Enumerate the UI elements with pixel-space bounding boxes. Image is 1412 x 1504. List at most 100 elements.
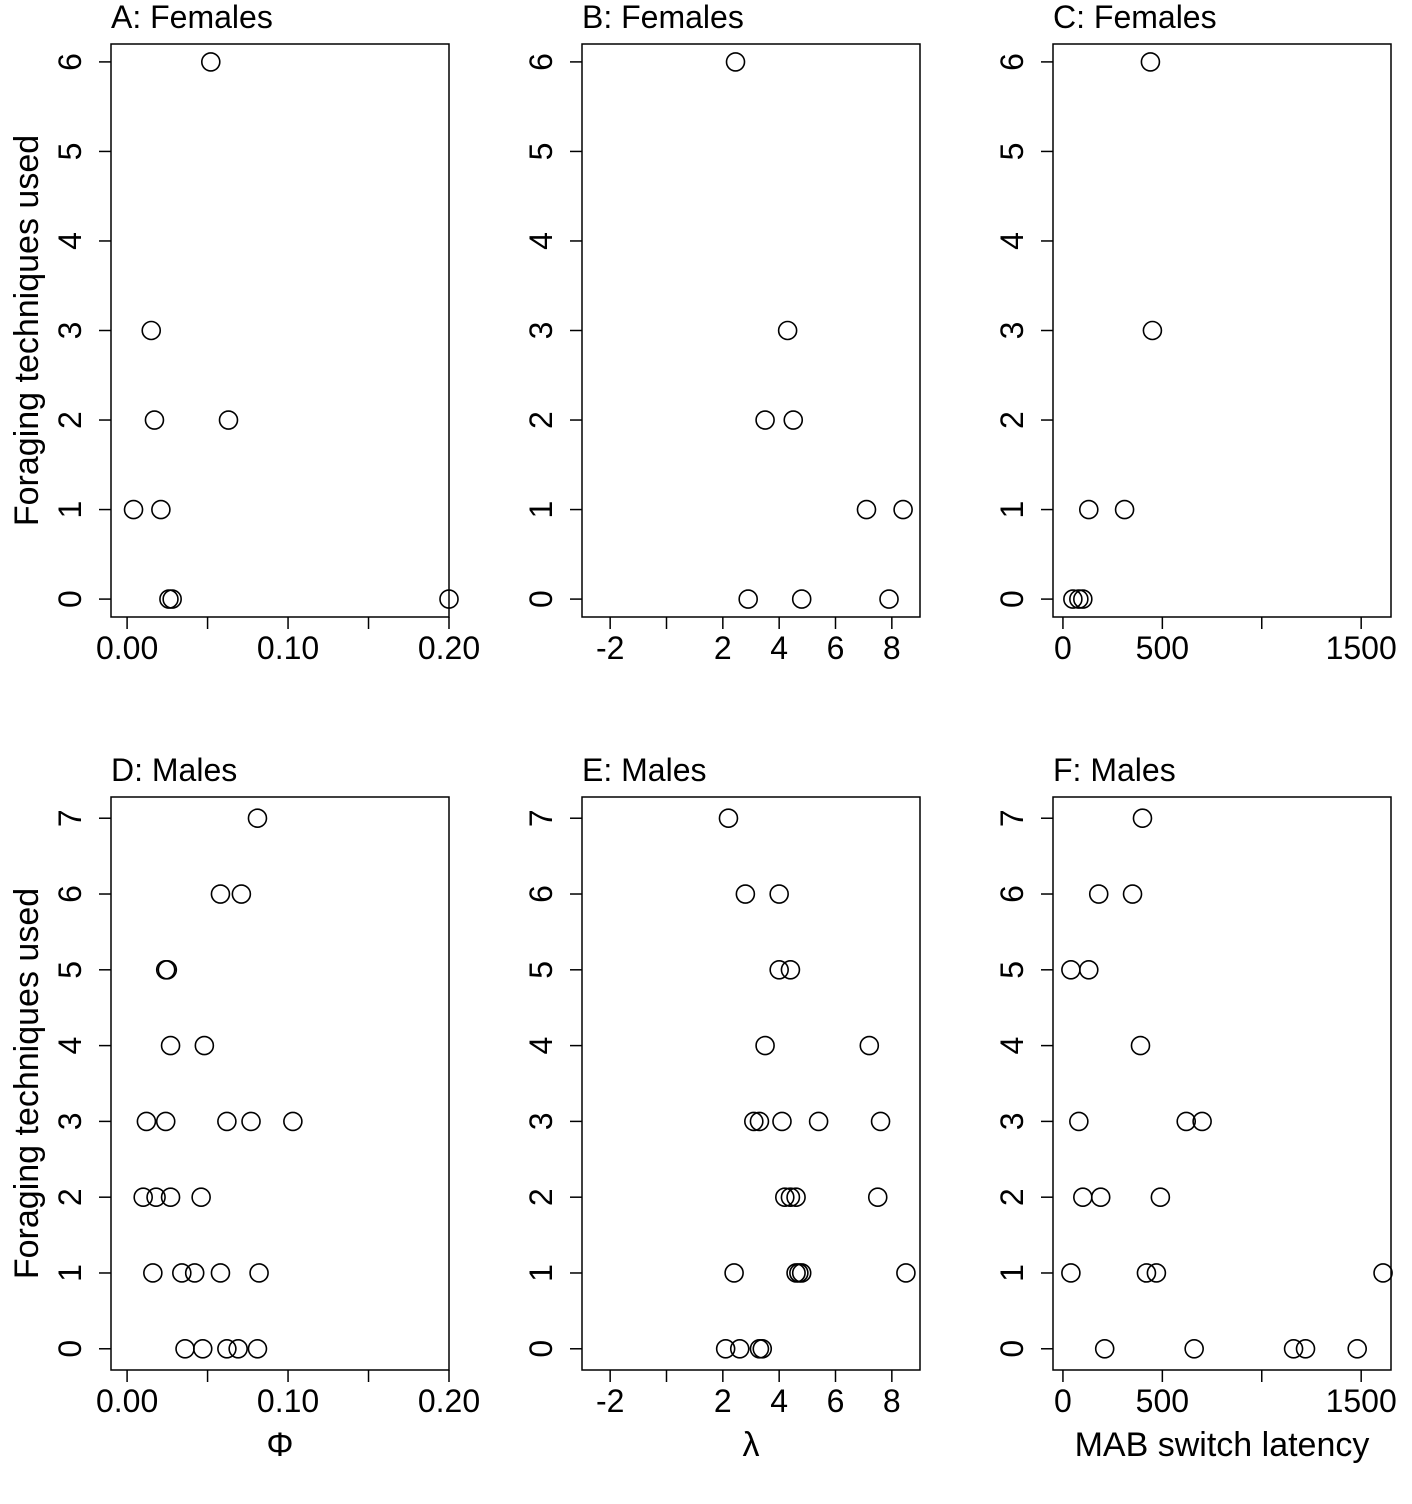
data-point (160, 1187, 181, 1207)
data-point (283, 1111, 303, 1132)
x-tick-label: 0.20 (418, 630, 480, 666)
panel-title-c: C: Females (1053, 0, 1217, 35)
data-point (879, 589, 899, 609)
data-point (893, 499, 913, 520)
y-tick-label: 0 (52, 1340, 88, 1358)
y-tick-label: 1 (52, 1264, 88, 1282)
data-point (735, 884, 756, 904)
data-point (1295, 1338, 1316, 1359)
data-point (1184, 1338, 1204, 1359)
x-tick-label: 500 (1136, 1383, 1189, 1419)
data-point (1090, 1187, 1111, 1207)
x-tick-label: -2 (596, 1383, 624, 1419)
y-tick-label: 4 (994, 1037, 1030, 1055)
data-point (1069, 1111, 1089, 1132)
y-tick-label: 4 (523, 1037, 559, 1055)
data-point (123, 499, 144, 520)
x-tick-label: 4 (770, 630, 788, 666)
data-point (715, 1338, 736, 1359)
data-point (1283, 1338, 1304, 1359)
data-point (738, 589, 758, 609)
data-point (172, 1263, 192, 1283)
y-tick-label: 7 (523, 809, 559, 827)
x-axis-label-d: Φ (266, 1426, 293, 1464)
data-point (157, 960, 178, 980)
data-point (247, 1338, 268, 1359)
panel-e: E: Males -2 2 4 6 8 0 1 2 3 4 5 6 7 λ (523, 752, 921, 1464)
x-tick-label: 0 (1054, 1383, 1072, 1419)
y-tick-label: 3 (994, 322, 1030, 340)
data-point (439, 589, 459, 609)
data-point (1073, 589, 1093, 609)
x-tick-label: 0.20 (418, 1383, 480, 1419)
data-point (1347, 1338, 1367, 1359)
data-point (194, 1035, 215, 1056)
y-tick-label: 6 (523, 885, 559, 903)
data-point (786, 1187, 806, 1207)
x-tick-label: 2 (714, 630, 732, 666)
data-point (725, 52, 746, 72)
y-tick-label: 0 (523, 590, 559, 608)
y-tick-label: 4 (52, 1037, 88, 1055)
plot-frame-e (581, 796, 921, 1371)
data-point (780, 960, 801, 980)
data-point (769, 960, 789, 980)
data-point (192, 1338, 213, 1359)
x-tick-label: 0.00 (96, 630, 158, 666)
y-tick-label: 4 (523, 232, 559, 250)
y-tick-label: 2 (994, 1188, 1030, 1206)
data-point (143, 1263, 163, 1283)
data-point (1142, 320, 1163, 341)
x-tick-label: 0.10 (257, 1383, 319, 1419)
data-point (217, 1338, 237, 1359)
x-tick-label: 6 (827, 1383, 845, 1419)
y-tick-label: 6 (52, 885, 88, 903)
data-point (755, 410, 775, 430)
data-point (228, 1338, 248, 1359)
data-point (136, 1111, 157, 1132)
data-point (1078, 499, 1099, 520)
y-tick-label: 3 (994, 1112, 1030, 1130)
data-point (752, 1338, 773, 1359)
data-point (1176, 1111, 1197, 1132)
plot-frame-a (110, 43, 450, 618)
x-axis-label-e: λ (743, 1426, 760, 1464)
y-tick-label: 2 (994, 411, 1030, 429)
data-point (133, 1187, 153, 1207)
y-tick-label: 0 (52, 590, 88, 608)
y-axis-label-a: Foraging techniques used (8, 135, 46, 526)
y-tick-label: 1 (523, 501, 559, 519)
y-tick-label: 1 (52, 501, 88, 519)
y-tick-label: 2 (52, 411, 88, 429)
data-point (1146, 1263, 1167, 1283)
data-point (1130, 1035, 1151, 1056)
data-point (791, 1263, 812, 1283)
y-tick-label: 5 (52, 143, 88, 161)
data-point (791, 589, 812, 609)
x-axis-label-f: MAB switch latency (1075, 1426, 1370, 1464)
data-point (1122, 884, 1143, 904)
data-point (729, 1338, 750, 1359)
x-tick-label: 4 (770, 1383, 788, 1419)
x-tick-label: 0.00 (96, 1383, 158, 1419)
data-point (241, 1111, 261, 1132)
data-point (859, 1035, 880, 1056)
data-point (774, 1187, 795, 1207)
y-tick-label: 4 (52, 232, 88, 250)
plot-frame-f (1052, 796, 1392, 1371)
panel-title-f: F: Males (1053, 752, 1176, 788)
data-point (724, 1263, 744, 1283)
data-point (1150, 1187, 1171, 1207)
x-tick-label: 8 (883, 1383, 901, 1419)
data-point (146, 1187, 166, 1207)
panel-f: F: Males 0 500 1500 0 1 2 3 4 5 6 7 MAB switch laten… (994, 752, 1397, 1464)
y-tick-label: 3 (523, 322, 559, 340)
data-point (191, 1187, 211, 1207)
y-tick-label: 2 (523, 1188, 559, 1206)
x-tick-label: 0.10 (257, 630, 319, 666)
plot-frame-d (110, 796, 450, 1371)
y-tick-label: 2 (523, 411, 559, 429)
data-point (1078, 960, 1099, 980)
data-point (808, 1111, 829, 1132)
